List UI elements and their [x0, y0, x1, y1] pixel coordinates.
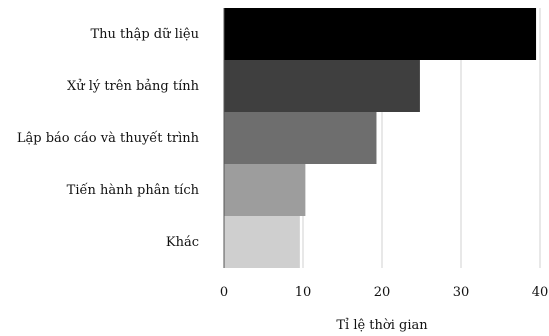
x-tick-label: 20 [374, 285, 391, 300]
category-label: Xử lý trên bảng tính [67, 79, 200, 94]
bars [224, 8, 537, 268]
bar [224, 164, 306, 216]
category-label: Lập báo cáo và thuyết trình [17, 130, 200, 146]
bar [224, 8, 537, 60]
x-axis-title: Tỉ lệ thời gian [336, 318, 428, 333]
category-labels: Thu thập dữ liệu Xử lý trên bảng tính Lập … [17, 27, 200, 250]
x-tick-label: 30 [453, 285, 470, 300]
bar [224, 112, 377, 164]
bar [224, 216, 300, 268]
category-label: Thu thập dữ liệu [90, 27, 199, 42]
bar [224, 60, 420, 112]
x-tick-label: 40 [532, 285, 549, 300]
x-tick-label: 10 [295, 285, 312, 300]
x-tick-labels: 0 10 20 30 40 [220, 285, 548, 300]
category-label: Khác [166, 235, 199, 250]
category-label: Tiến hành phân tích [67, 182, 200, 198]
x-tick-label: 0 [220, 285, 228, 300]
